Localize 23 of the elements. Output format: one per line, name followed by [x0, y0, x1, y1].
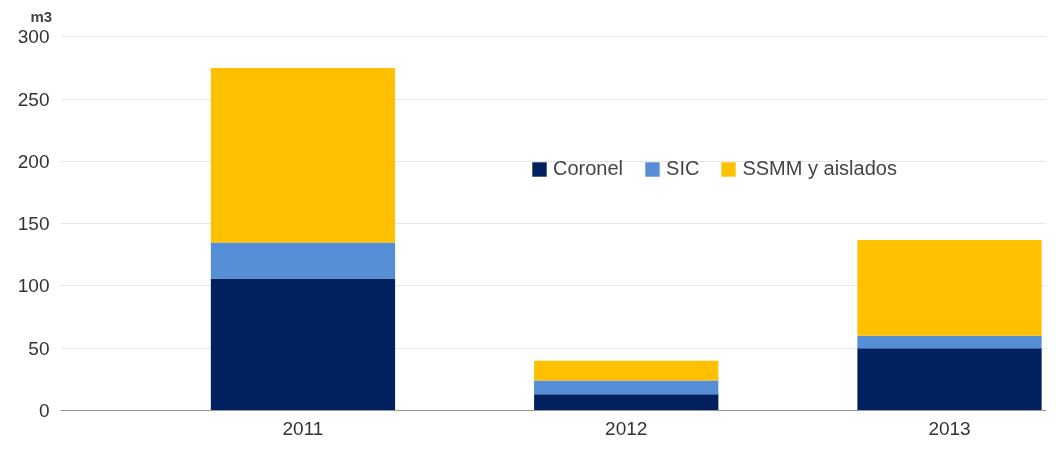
bar	[857, 335, 1042, 349]
y-axis-title: m3	[30, 7, 53, 25]
y-tick-label: 100	[17, 275, 50, 297]
bar	[210, 278, 396, 411]
y-tick-label: 200	[17, 150, 50, 172]
x-tick-label: 2011	[282, 417, 324, 439]
y-tick-label: 50	[28, 337, 50, 359]
y-tick-label: 150	[17, 213, 50, 235]
bar	[857, 348, 1042, 411]
bar	[210, 242, 396, 279]
legend-label: SSMM y aislados	[742, 157, 897, 180]
bar	[534, 380, 719, 395]
bar	[857, 239, 1042, 336]
legend-label: SIC	[666, 157, 700, 180]
bar	[534, 394, 719, 411]
legend-label: Coronel	[553, 157, 624, 180]
bar	[534, 360, 719, 381]
bar	[210, 68, 396, 243]
x-tick-label: 2012	[605, 417, 648, 439]
y-tick-label: 300	[17, 26, 50, 48]
y-tick-label: 250	[17, 88, 50, 110]
x-tick-label: 2013	[928, 417, 971, 439]
y-tick-label: 0	[38, 400, 50, 421]
